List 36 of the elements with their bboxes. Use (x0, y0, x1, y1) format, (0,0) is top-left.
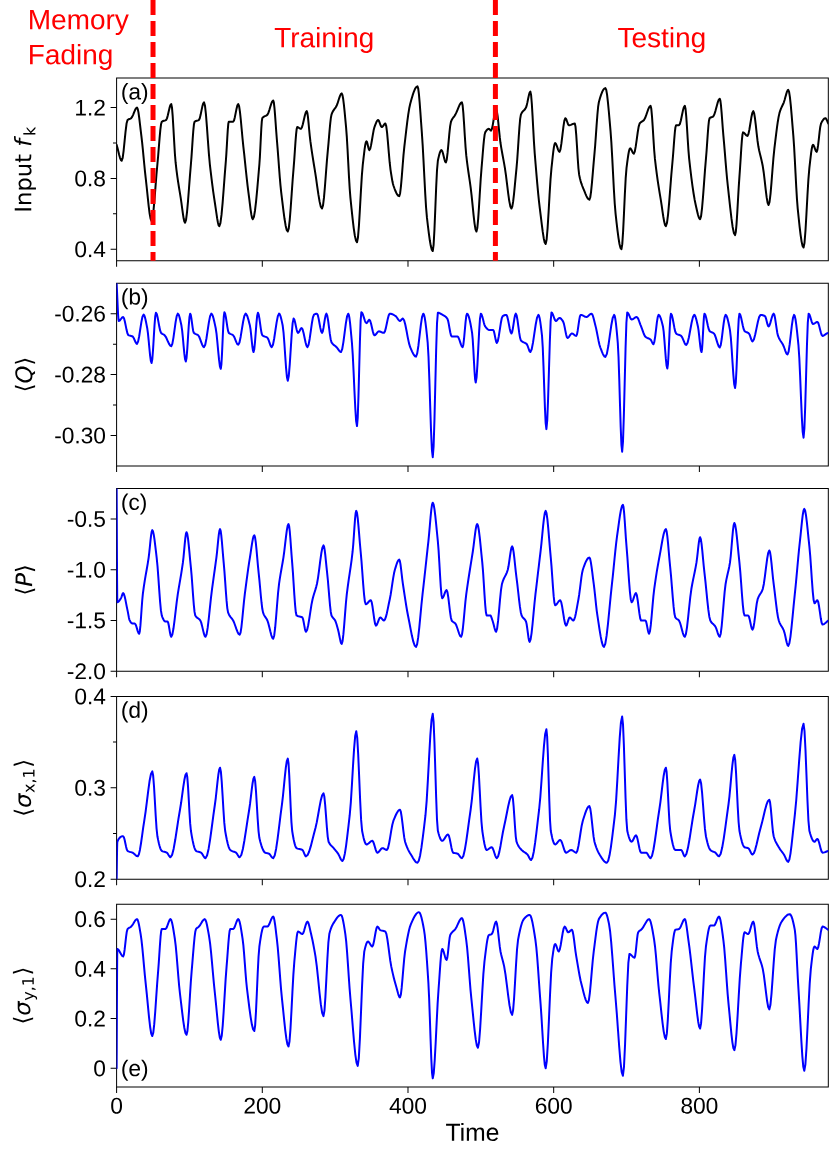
y-axis-title: ⟨P⟩ (14, 566, 36, 594)
y-tick-label: 0.4 (75, 960, 106, 977)
y-tick-label: 0.3 (75, 779, 105, 796)
y-tick-label: 0.4 (75, 241, 106, 258)
y-axis-title: ⟨σ$_{y,1}$⟩ (12, 968, 38, 1023)
y-axis-title: Input f$_{k}$ (14, 126, 36, 211)
x-axis-title: Time (446, 1122, 499, 1142)
chart-title: (d) (122, 701, 148, 723)
y-tick-label: -1.5 (67, 612, 105, 629)
y-tick-label: -0.26 (55, 305, 105, 322)
text: Testing (618, 26, 705, 54)
text: Memory Fading (30, 9, 129, 71)
text: (e) (122, 1059, 148, 1081)
x-tick-label: 800 (681, 1097, 718, 1114)
y-tick-label: -0.5 (67, 510, 105, 527)
y-tick-label: 0.4 (75, 688, 106, 705)
x-tick-label: 600 (535, 1097, 572, 1114)
y-axis-title: ⟨σ$_{x,1}$⟩ (13, 760, 37, 815)
y-tick-label: 0.6 (75, 911, 105, 928)
y-tick-label: 1.2 (76, 99, 105, 116)
y-tick-label: 0 (94, 1060, 106, 1077)
y-tick-label: 0.8 (75, 170, 105, 187)
y-tick-label: -0.28 (55, 366, 105, 383)
y-tick-label: -2.0 (67, 663, 106, 680)
y-tick-label: -1.0 (67, 561, 106, 578)
y-tick-label: -0.30 (55, 427, 106, 444)
chart-title: (c) (122, 493, 146, 515)
y-axis-title: ⟨Q⟩ (14, 358, 36, 391)
x-tick-label: 0 (111, 1097, 123, 1114)
text: Training (274, 26, 373, 54)
chart-title: (a) (122, 82, 148, 105)
y-tick-label: 0.2 (75, 871, 105, 888)
x-tick-label: 200 (244, 1097, 281, 1114)
x-tick-label: 400 (389, 1097, 427, 1114)
chart-title: (b) (122, 288, 148, 310)
y-tick-label: 0.2 (75, 1010, 105, 1027)
